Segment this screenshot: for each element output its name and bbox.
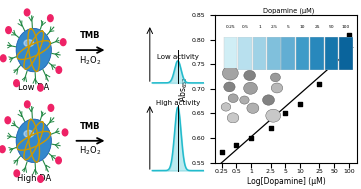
Point xyxy=(346,33,352,36)
Circle shape xyxy=(60,39,66,46)
Circle shape xyxy=(62,129,68,136)
Circle shape xyxy=(25,101,30,108)
Circle shape xyxy=(48,105,54,111)
Circle shape xyxy=(56,67,62,73)
Text: H$_2$O$_2$: H$_2$O$_2$ xyxy=(79,54,101,67)
Circle shape xyxy=(38,84,43,91)
Point xyxy=(297,102,303,105)
Point xyxy=(248,136,254,139)
Text: High DA: High DA xyxy=(17,174,51,183)
Circle shape xyxy=(14,170,19,177)
Text: H$_2$O$_2$: H$_2$O$_2$ xyxy=(79,145,101,157)
Circle shape xyxy=(24,9,30,16)
Circle shape xyxy=(56,157,61,164)
Circle shape xyxy=(14,80,19,87)
Circle shape xyxy=(5,117,10,124)
Circle shape xyxy=(0,146,5,153)
Point xyxy=(219,150,225,153)
Text: Low activity: Low activity xyxy=(157,54,199,60)
Y-axis label: Abs$_{652}$: Abs$_{652}$ xyxy=(178,76,190,102)
Text: Low DA: Low DA xyxy=(18,83,49,92)
Text: High activity: High activity xyxy=(156,100,200,106)
Point xyxy=(282,112,288,115)
Circle shape xyxy=(16,119,51,163)
Text: TMB: TMB xyxy=(80,31,101,40)
Ellipse shape xyxy=(24,130,34,137)
X-axis label: Log[Dopamine] (μM): Log[Dopamine] (μM) xyxy=(247,177,326,186)
Circle shape xyxy=(0,55,6,62)
Point xyxy=(234,144,239,147)
Text: TMB: TMB xyxy=(80,122,101,131)
Point xyxy=(317,82,322,85)
Circle shape xyxy=(6,27,11,33)
Circle shape xyxy=(48,15,53,22)
Point xyxy=(331,60,337,63)
Ellipse shape xyxy=(24,40,34,47)
Text: Dopamine (μM): Dopamine (μM) xyxy=(263,7,315,14)
Point xyxy=(268,127,274,130)
Circle shape xyxy=(16,28,51,72)
Circle shape xyxy=(38,176,43,182)
